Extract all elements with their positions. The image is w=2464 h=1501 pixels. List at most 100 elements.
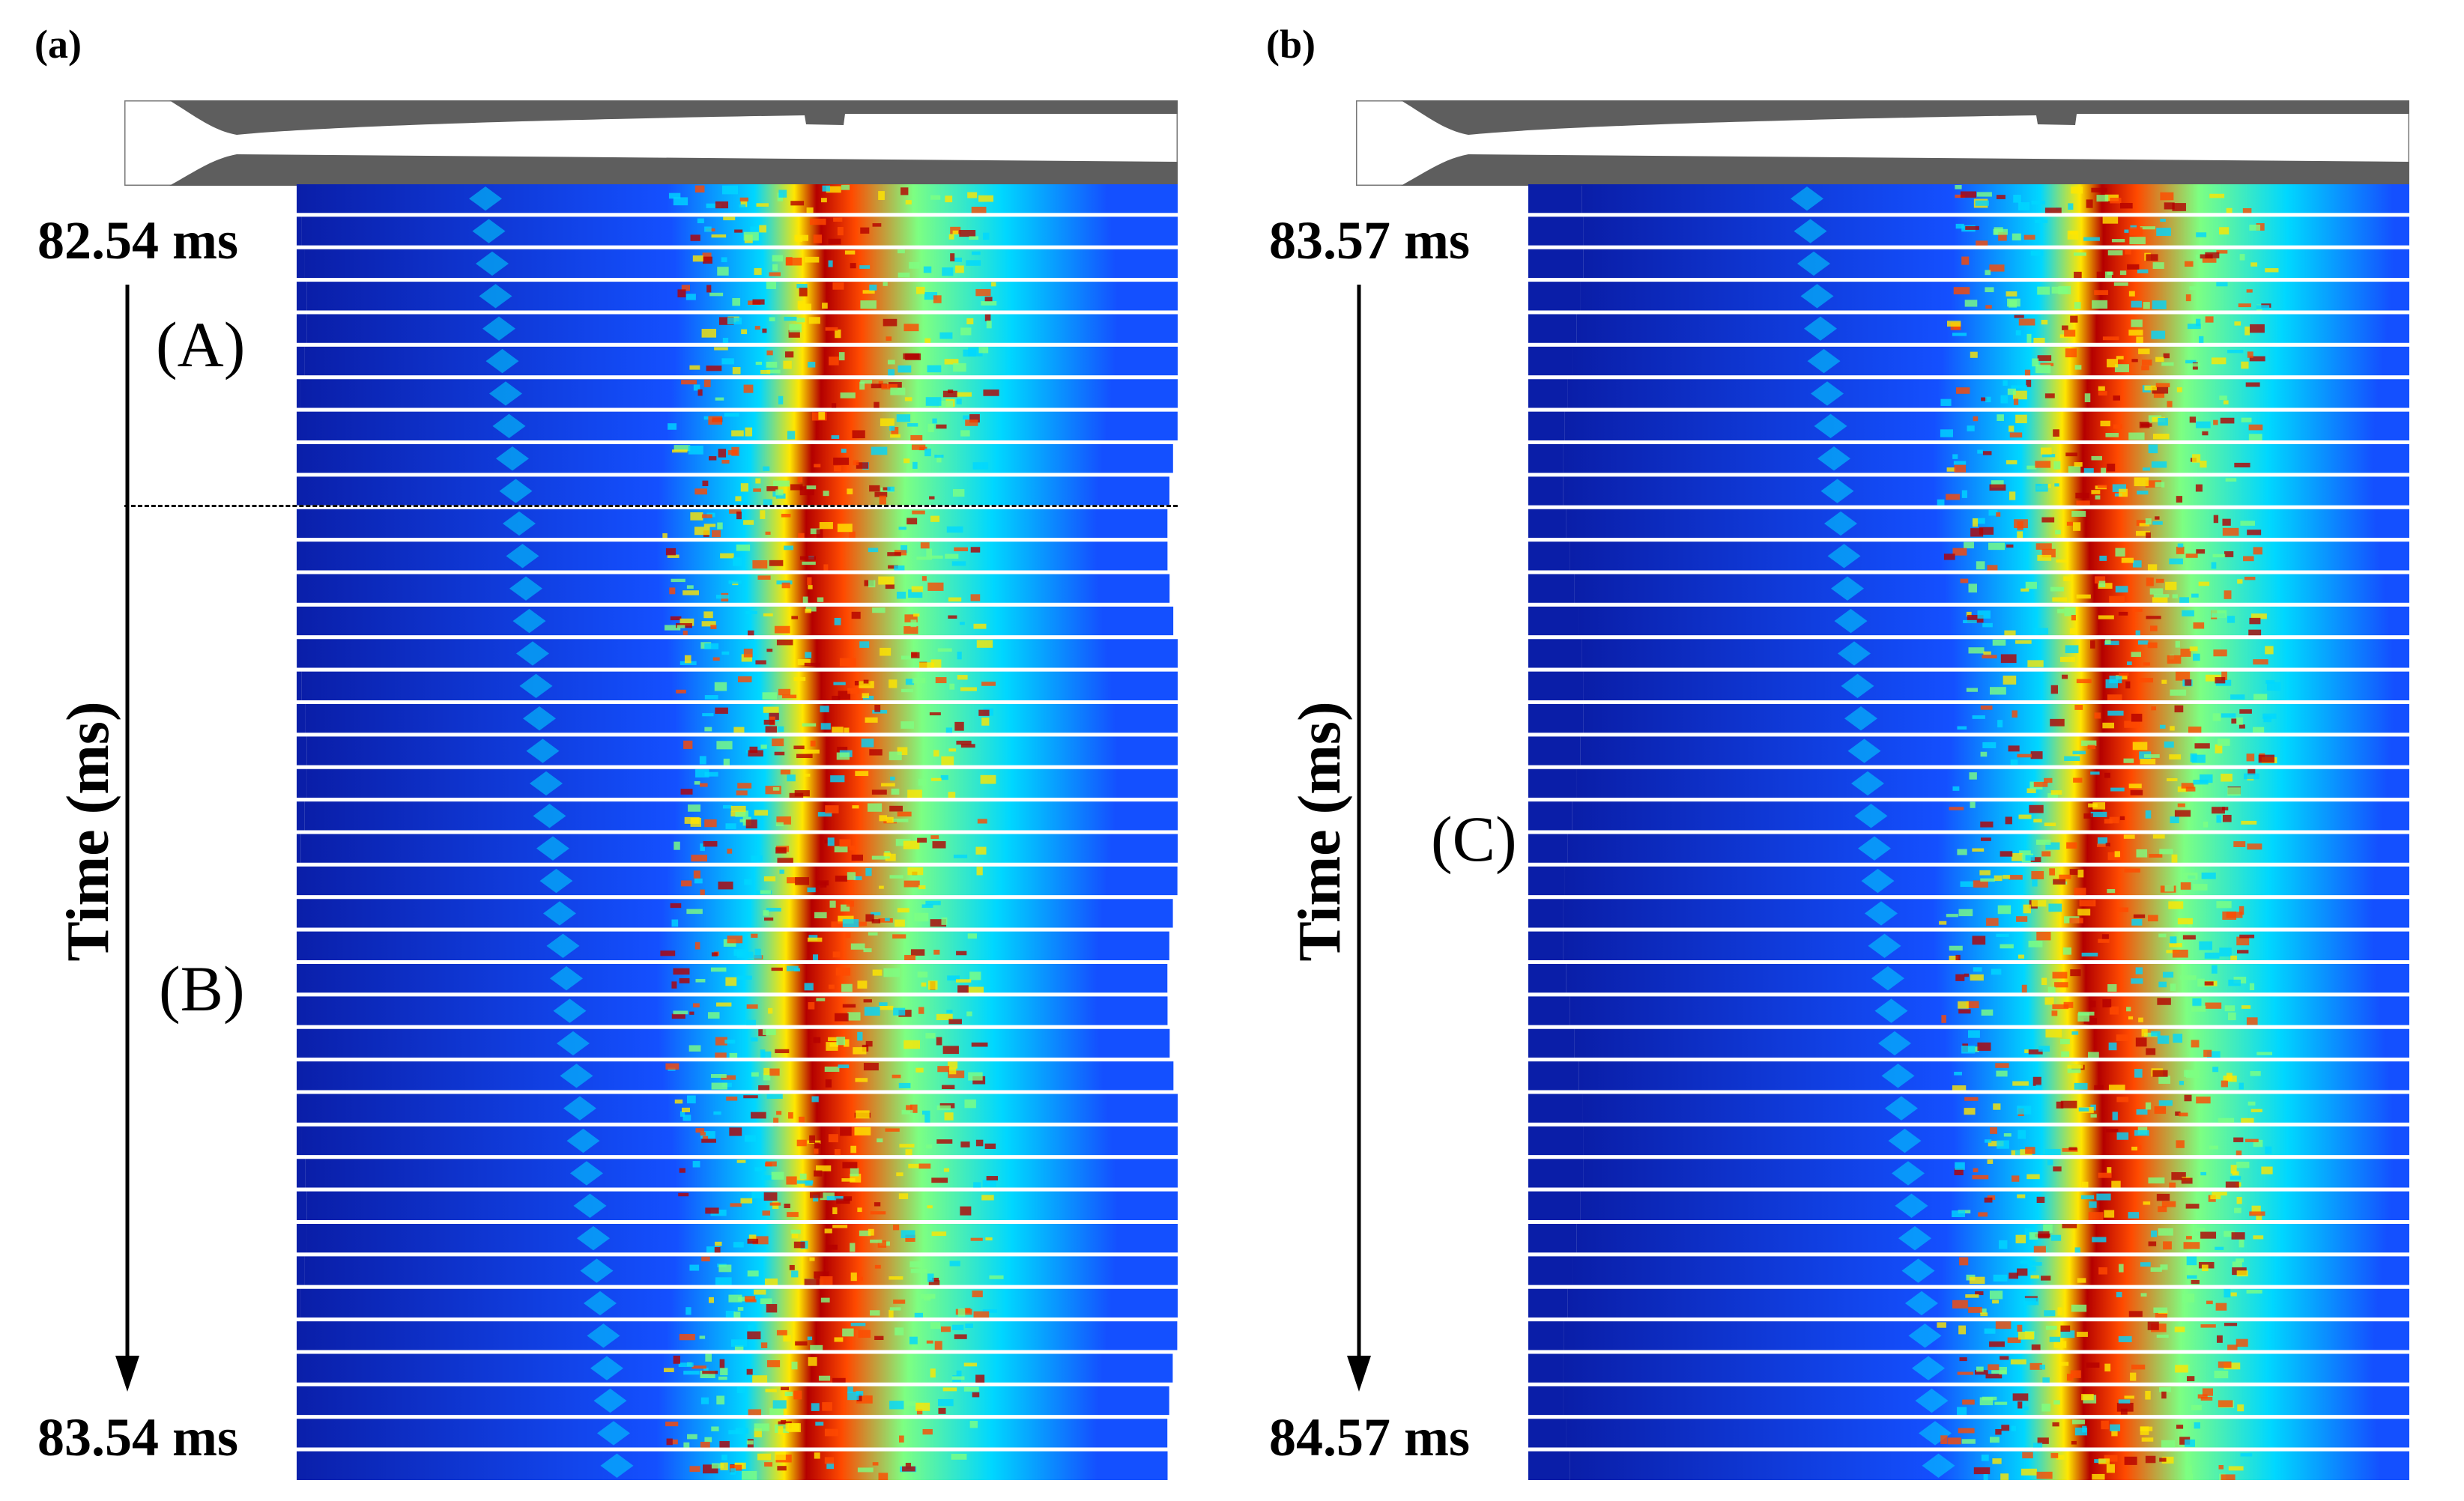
frame	[297, 411, 1178, 441]
schlieren-frames	[297, 184, 1178, 1480]
frame	[1528, 1321, 2409, 1353]
frame	[297, 1191, 1178, 1220]
frame	[1528, 671, 2409, 703]
phase-label-b: (B)	[159, 953, 245, 1025]
frame	[1528, 249, 2409, 280]
end-time-label: 84.57 ms	[1269, 1407, 1470, 1467]
frame-separator	[1528, 342, 2409, 347]
frame	[297, 574, 1170, 604]
frame-separator	[1528, 992, 2409, 997]
frame	[1528, 834, 2409, 863]
frame-separator	[1528, 1447, 2409, 1452]
frame-separator	[1528, 667, 2409, 672]
end-time-label: 83.54 ms	[37, 1407, 238, 1467]
frame	[297, 1224, 1178, 1256]
frame-separator	[297, 927, 1178, 932]
frame	[1528, 346, 2409, 378]
frame	[1528, 314, 2409, 347]
frame-separator	[297, 213, 1178, 217]
frame-separator	[1528, 700, 2409, 704]
frame	[1528, 1061, 2409, 1093]
phase-divider	[124, 505, 1178, 507]
frame-separator	[1528, 245, 2409, 249]
frame	[297, 249, 1178, 279]
frame	[297, 1353, 1173, 1383]
frame-separator	[297, 635, 1178, 640]
frame	[297, 1126, 1178, 1158]
frame-separator	[297, 862, 1178, 867]
frame	[297, 1061, 1174, 1091]
frame	[1528, 899, 2409, 928]
frame	[297, 1159, 1178, 1189]
frame	[1528, 1191, 2409, 1222]
panel-b: (b) 83.57 ms Time (ms) (C) 84.57 ms	[1232, 0, 2463, 1501]
start-time-label: 82.54 ms	[37, 210, 238, 270]
frame-separator	[297, 375, 1178, 380]
frame-separator	[1528, 505, 2409, 509]
frame-separator	[1528, 1220, 2409, 1224]
nozzle-geometry	[1356, 100, 2409, 186]
frame-separator	[1528, 310, 2409, 315]
frame	[297, 1321, 1178, 1351]
frame	[297, 542, 1168, 574]
frame-separator	[297, 245, 1178, 249]
frame	[297, 1094, 1178, 1127]
frame-separator	[1528, 570, 2409, 574]
frame-separator	[1528, 862, 2409, 867]
frame-separator	[297, 1382, 1178, 1386]
frame	[1528, 509, 2409, 541]
frame	[1528, 1288, 2409, 1318]
frame	[297, 1028, 1170, 1060]
phase-label-a: (A)	[156, 309, 246, 380]
frame-separator	[297, 960, 1178, 964]
frame-separator	[1528, 538, 2409, 542]
frame-separator	[1528, 473, 2409, 477]
panel-a: (a) 82.54 ms Time (ms) (A) (B) 83.54 ms	[34, 22, 1178, 1480]
frame	[297, 639, 1178, 670]
frame-separator	[297, 342, 1178, 347]
frame-separator	[1528, 1187, 2409, 1192]
frame	[1528, 704, 2409, 736]
time-axis-title: Time (ms)	[55, 701, 121, 962]
frame-separator	[297, 1058, 1178, 1062]
frame	[297, 964, 1168, 994]
frame-separator	[297, 1252, 1178, 1257]
frame-separator	[297, 1285, 1178, 1289]
frame	[1528, 1256, 2409, 1285]
frame	[1528, 606, 2409, 638]
frame	[297, 736, 1178, 766]
frame	[297, 1256, 1178, 1288]
frame-separator	[1528, 1025, 2409, 1029]
frame	[1528, 1419, 2409, 1451]
frame	[1528, 1224, 2409, 1255]
frame	[297, 509, 1168, 542]
frame	[297, 476, 1169, 508]
frame	[297, 216, 1178, 246]
frame-separator	[1528, 375, 2409, 380]
frame	[297, 184, 1178, 214]
frame-separator	[297, 992, 1178, 997]
frame	[297, 1419, 1168, 1452]
frame	[297, 314, 1178, 346]
frame	[297, 671, 1178, 704]
frame	[1528, 1159, 2409, 1189]
frame-separator	[297, 1090, 1178, 1094]
frame-separator	[1528, 1252, 2409, 1257]
frame-separator	[1528, 895, 2409, 900]
frame	[297, 866, 1178, 896]
frame	[1528, 184, 2409, 216]
frame-separator	[1528, 213, 2409, 217]
frame	[297, 379, 1178, 409]
frame-separator	[297, 473, 1178, 477]
frame-separator	[297, 1122, 1178, 1126]
phase-label-c: (C)	[1431, 803, 1517, 875]
frame	[1528, 1126, 2409, 1159]
schlieren-frames	[1528, 184, 2409, 1480]
frame	[1528, 282, 2409, 312]
frame-separator	[1528, 1317, 2409, 1322]
frame-separator	[297, 700, 1178, 704]
frame	[1528, 444, 2409, 475]
frame	[1528, 736, 2409, 767]
frame-separator	[1528, 1415, 2409, 1419]
frame	[1528, 866, 2409, 897]
